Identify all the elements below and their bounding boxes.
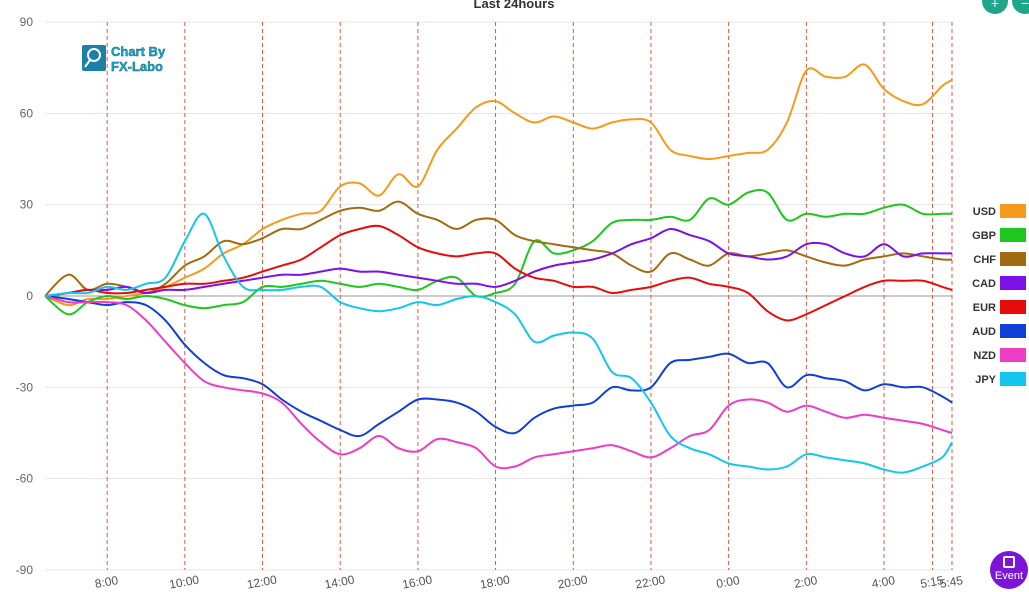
x-tick-label: 4:00 bbox=[871, 573, 897, 591]
legend-swatch bbox=[1000, 324, 1026, 338]
x-tick-label: 0:00 bbox=[715, 573, 741, 591]
series-line-gbp bbox=[44, 188, 952, 316]
zoom-out-button[interactable]: − bbox=[1012, 0, 1029, 14]
series-line-nzd bbox=[44, 295, 953, 470]
legend-item-usd[interactable]: USD bbox=[973, 204, 1026, 218]
x-tick-label: 2:00 bbox=[793, 573, 819, 591]
y-tick-label: 30 bbox=[20, 198, 34, 212]
legend-label: CHF bbox=[973, 254, 996, 266]
series-line-jpy bbox=[44, 212, 953, 474]
legend-label: JPY bbox=[975, 374, 996, 386]
y-tick-label: 90 bbox=[20, 15, 34, 29]
series-lines bbox=[44, 63, 953, 474]
calendar-icon bbox=[1003, 556, 1015, 568]
x-tick-label: 5:45 bbox=[939, 573, 965, 591]
legend-label: NZD bbox=[973, 350, 996, 362]
legend-item-jpy[interactable]: JPY bbox=[975, 372, 1026, 386]
legend-label: GBP bbox=[972, 230, 996, 242]
logo-line2: FX-Labo bbox=[111, 59, 163, 74]
legend-swatch bbox=[1000, 276, 1026, 290]
legend-item-aud[interactable]: AUD bbox=[972, 324, 1026, 338]
legend-swatch bbox=[1000, 204, 1026, 218]
legend-item-cad[interactable]: CAD bbox=[972, 276, 1026, 290]
x-tick-label: 8:00 bbox=[94, 573, 120, 591]
x-tick-label: 10:00 bbox=[168, 573, 200, 592]
legend-item-chf[interactable]: CHF bbox=[973, 252, 1026, 266]
zoom-in-button[interactable]: + bbox=[982, 0, 1008, 14]
x-tick-label: 18:00 bbox=[479, 573, 511, 592]
series-line-chf bbox=[44, 200, 953, 297]
legend-swatch bbox=[1000, 228, 1026, 242]
y-tick-label: 0 bbox=[26, 289, 33, 303]
x-tick-label: 12:00 bbox=[246, 573, 278, 592]
series-line-usd bbox=[44, 63, 953, 307]
legend-swatch bbox=[1000, 252, 1026, 266]
y-tick-label: -60 bbox=[16, 472, 34, 486]
legend[interactable]: USD GBP CHF CAD EUR AUD NZD JPY bbox=[972, 204, 1026, 386]
legend-swatch bbox=[1000, 300, 1026, 314]
x-tick-label: 20:00 bbox=[557, 573, 589, 592]
y-tick-label: -30 bbox=[16, 380, 34, 394]
time-markers bbox=[106, 22, 953, 570]
y-tick-label: 60 bbox=[20, 106, 34, 120]
legend-label: USD bbox=[973, 206, 996, 218]
legend-swatch bbox=[1000, 348, 1026, 362]
legend-label: EUR bbox=[973, 302, 996, 314]
logo-line1: Chart By bbox=[111, 44, 166, 59]
series-line-eur bbox=[44, 224, 953, 322]
legend-item-eur[interactable]: EUR bbox=[973, 300, 1026, 314]
legend-label: CAD bbox=[972, 278, 996, 290]
x-axis: 8:00 10:00 12:00 14:00 16:00 18:00 20:00 22:00 0… bbox=[94, 573, 965, 592]
minus-icon: − bbox=[1020, 0, 1029, 11]
legend-swatch bbox=[1000, 372, 1026, 386]
legend-item-gbp[interactable]: GBP bbox=[972, 228, 1026, 242]
series-line-aud bbox=[44, 295, 953, 438]
event-button[interactable]: Event bbox=[990, 551, 1028, 589]
legend-item-nzd[interactable]: NZD bbox=[973, 348, 1026, 362]
logo: Chart By FX-Labo bbox=[82, 44, 166, 74]
legend-label: AUD bbox=[972, 326, 996, 338]
x-tick-label: 5:15 bbox=[919, 573, 945, 591]
magnifier-icon bbox=[87, 48, 101, 62]
y-tick-label: -90 bbox=[16, 563, 34, 577]
chart-title: Last 24hours bbox=[474, 0, 555, 11]
y-axis: 90 60 30 0 -30 -60 -90 bbox=[16, 15, 34, 577]
x-tick-label: 22:00 bbox=[634, 573, 666, 592]
x-tick-label: 16:00 bbox=[401, 573, 433, 592]
series-line-cad bbox=[44, 227, 952, 297]
grid bbox=[45, 21, 952, 571]
plus-icon: + bbox=[990, 0, 1000, 11]
event-button-label: Event bbox=[994, 570, 1024, 582]
x-tick-label: 14:00 bbox=[324, 573, 356, 592]
